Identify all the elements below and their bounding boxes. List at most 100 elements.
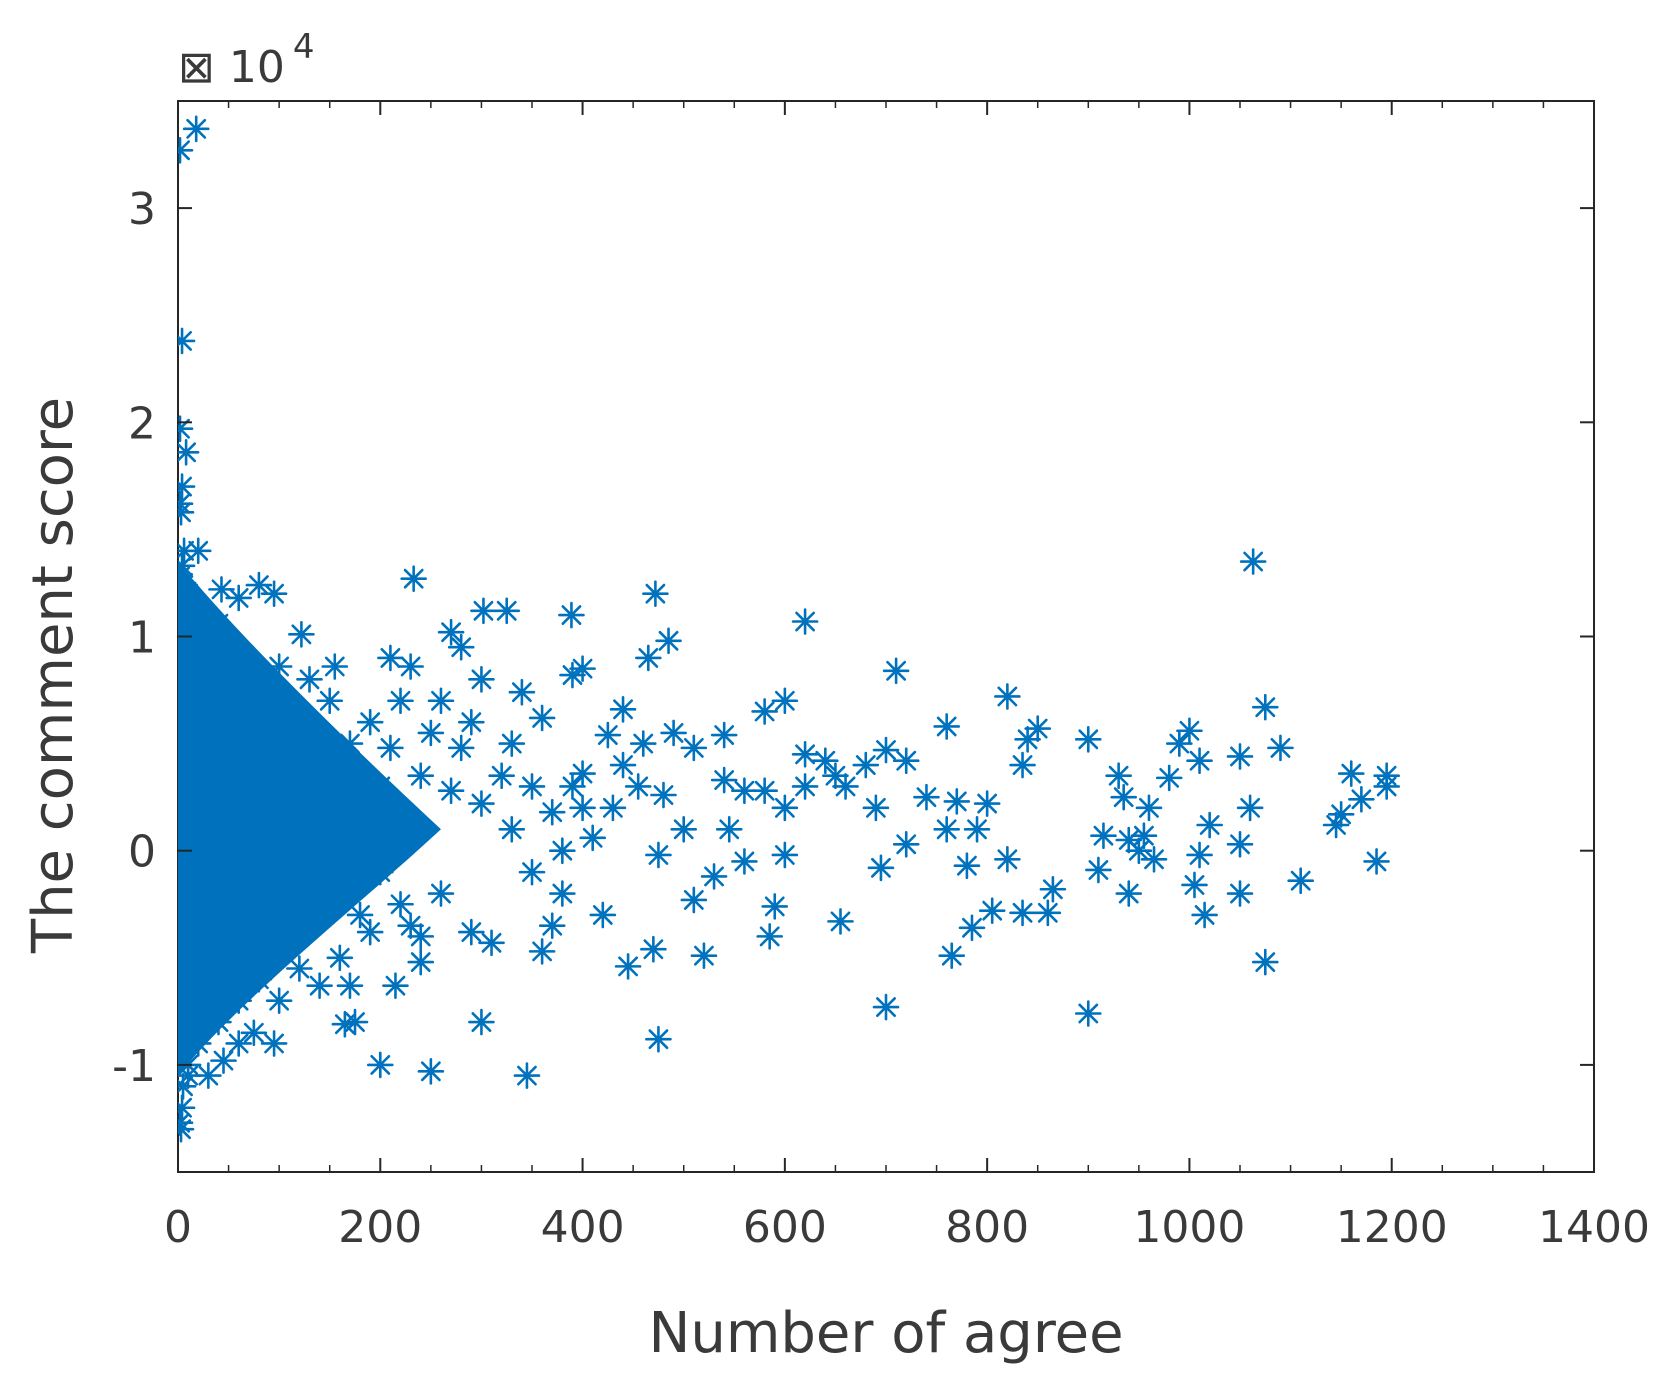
data-point xyxy=(468,790,495,817)
data-point xyxy=(260,580,288,607)
data-point xyxy=(265,653,293,680)
data-point xyxy=(771,794,799,822)
data-point xyxy=(366,858,394,886)
data-point xyxy=(614,953,642,980)
y-tick-label: 3 xyxy=(128,184,156,235)
y-axis: -1 0 1 2 3 xyxy=(112,184,1594,1092)
data-point xyxy=(178,498,195,526)
data-point xyxy=(336,730,364,757)
data-point xyxy=(1014,726,1041,753)
data-point xyxy=(1337,760,1365,787)
data-point xyxy=(943,788,971,815)
data-point xyxy=(178,415,194,443)
data-point xyxy=(215,944,242,972)
data-point xyxy=(700,863,728,890)
data-point xyxy=(184,1030,212,1057)
data-point xyxy=(1039,875,1067,903)
data-point xyxy=(265,987,293,1014)
data-point xyxy=(953,852,981,879)
data-point xyxy=(178,327,196,355)
data-point xyxy=(255,933,283,961)
data-point xyxy=(589,901,617,929)
x-tick-label: 1000 xyxy=(1133,1202,1245,1253)
data-point xyxy=(933,815,960,843)
data-point xyxy=(933,713,960,740)
data-point xyxy=(642,580,669,607)
data-point xyxy=(235,655,263,682)
data-point xyxy=(387,687,414,715)
data-point xyxy=(382,972,409,999)
x-tick-label: 400 xyxy=(541,1202,625,1253)
data-point xyxy=(437,618,465,646)
data-point xyxy=(812,747,839,775)
data-point xyxy=(346,815,374,843)
data-point xyxy=(771,841,799,869)
data-point xyxy=(872,736,900,764)
data-point xyxy=(1115,880,1143,907)
x-axis: 0 200 400 600 800 1000 1200 1400 xyxy=(164,101,1650,1253)
data-point xyxy=(326,944,354,972)
data-point xyxy=(599,794,627,822)
data-point xyxy=(731,848,758,875)
x-tick-label: 800 xyxy=(945,1202,1029,1253)
data-point xyxy=(791,608,819,635)
data-point xyxy=(558,601,585,629)
data-point xyxy=(791,741,819,768)
data-points xyxy=(178,115,1400,1143)
data-point xyxy=(488,762,515,790)
data-point xyxy=(179,601,207,629)
y-tick-label: 1 xyxy=(128,613,156,664)
y-tick-label: -1 xyxy=(112,1041,156,1092)
data-point xyxy=(321,653,349,680)
data-point xyxy=(208,576,235,603)
data-point xyxy=(579,824,606,852)
data-point xyxy=(569,794,596,822)
data-point xyxy=(761,893,789,920)
data-point xyxy=(973,790,1001,817)
data-point xyxy=(178,580,202,607)
data-point xyxy=(195,923,222,950)
data-point xyxy=(645,841,672,869)
data-point xyxy=(356,708,384,736)
data-point xyxy=(407,948,435,976)
data-point xyxy=(225,584,252,612)
data-point xyxy=(827,908,854,935)
data-point xyxy=(306,972,333,999)
data-point xyxy=(892,747,920,775)
data-point xyxy=(1348,785,1375,813)
data-point xyxy=(225,730,252,757)
data-point xyxy=(680,886,708,914)
data-point xyxy=(296,666,323,693)
data-point xyxy=(569,760,596,787)
data-point xyxy=(184,537,212,565)
data-point xyxy=(994,683,1021,710)
data-point xyxy=(245,687,273,715)
data-point xyxy=(852,751,880,779)
data-point xyxy=(528,704,556,732)
data-point xyxy=(205,610,232,637)
data-point xyxy=(366,773,394,800)
data-point xyxy=(377,644,404,672)
data-point xyxy=(470,597,497,625)
data-point xyxy=(1115,826,1143,854)
data-point xyxy=(316,687,344,715)
y-multiplier-exponent: 4 xyxy=(293,27,315,67)
data-point xyxy=(1074,726,1102,753)
data-point xyxy=(1074,1000,1102,1027)
data-point xyxy=(862,794,890,822)
data-point xyxy=(1166,730,1193,757)
data-point xyxy=(205,1008,232,1036)
data-point xyxy=(660,719,687,747)
data-point xyxy=(306,794,333,822)
data-point xyxy=(751,698,778,725)
data-point xyxy=(288,621,315,648)
data-point xyxy=(670,815,698,843)
data-point xyxy=(1226,880,1254,907)
data-point xyxy=(1239,548,1267,575)
data-point xyxy=(179,965,207,993)
x-tick-label: 1200 xyxy=(1336,1202,1448,1253)
data-point xyxy=(225,987,252,1014)
data-point xyxy=(407,923,435,950)
data-point xyxy=(255,773,283,800)
data-point xyxy=(1181,871,1208,899)
